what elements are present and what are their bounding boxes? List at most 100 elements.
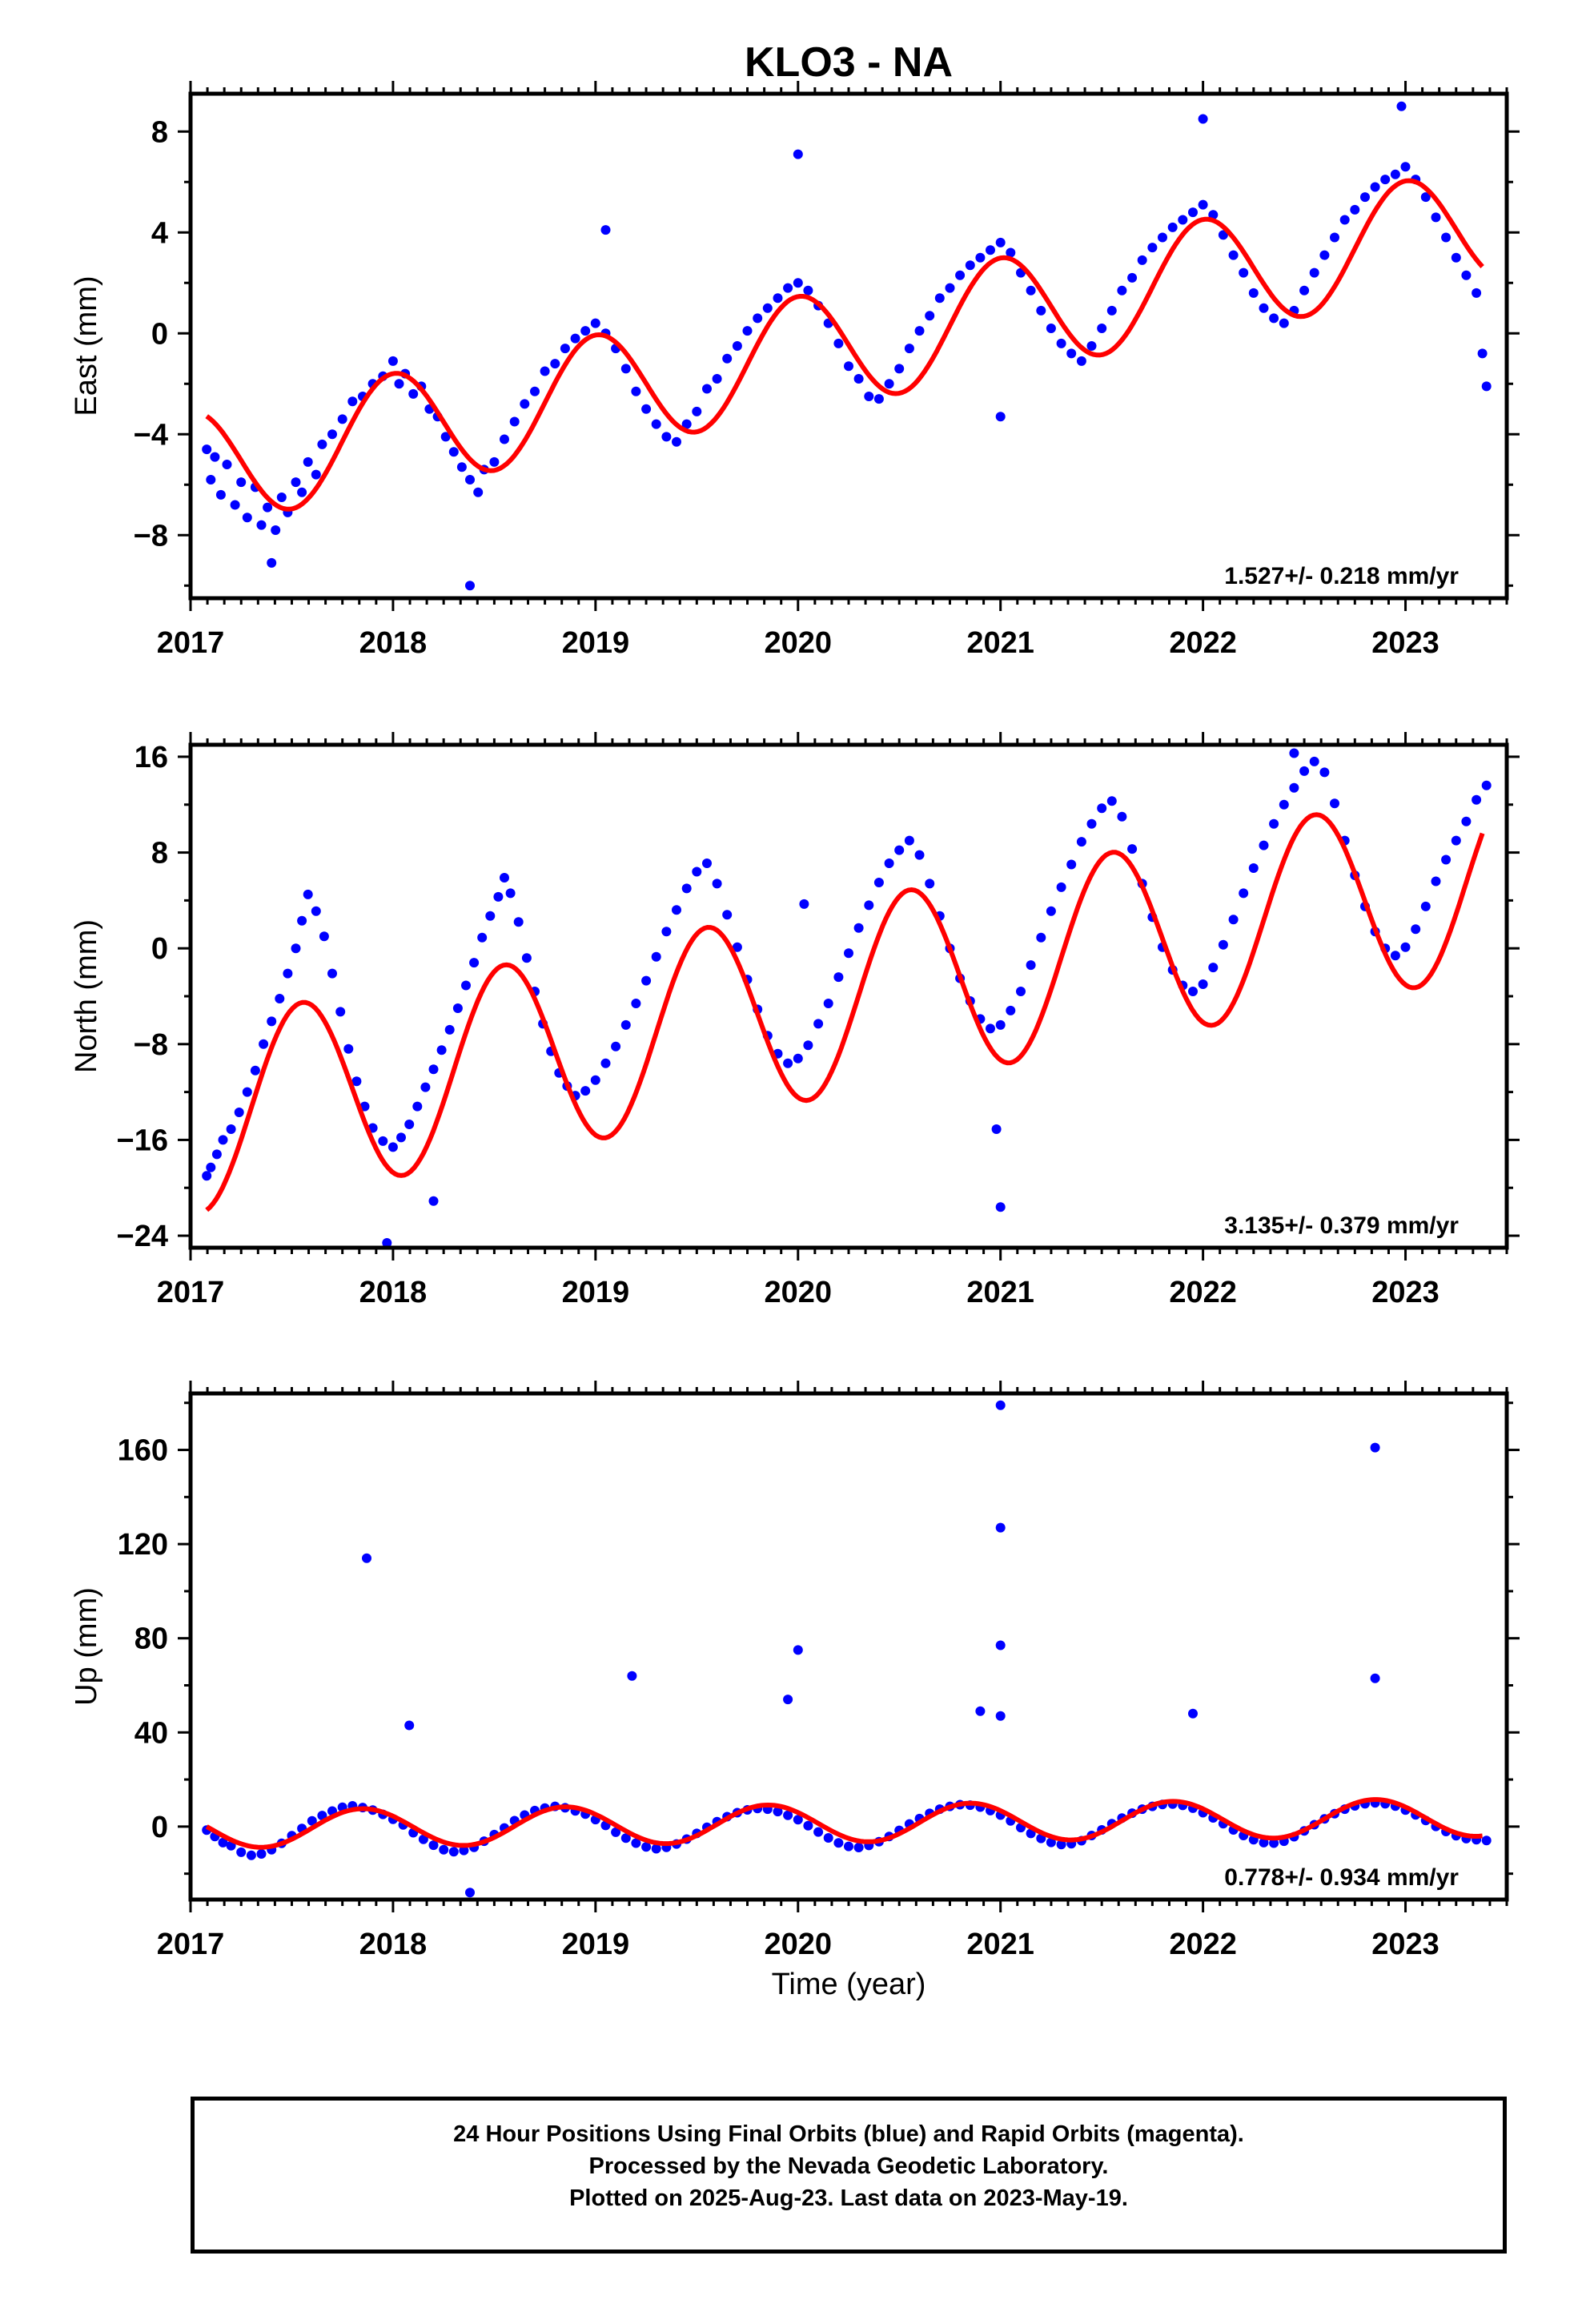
data-point (540, 366, 550, 376)
data-point (337, 414, 347, 424)
data-point (550, 359, 560, 369)
data-point (1097, 324, 1107, 333)
data-point (448, 447, 459, 457)
data-point (428, 1196, 439, 1206)
data-point (681, 883, 692, 894)
data-point (469, 958, 480, 968)
data-point (267, 557, 277, 568)
figure-title: KLO3 - NA (745, 39, 953, 86)
data-point (1441, 854, 1452, 865)
data-point (477, 932, 488, 943)
x-tick-label: 2020 (764, 626, 832, 660)
data-point (803, 1040, 813, 1051)
data-point (1158, 232, 1167, 243)
data-point (1106, 305, 1117, 316)
x-tick-label: 2019 (562, 626, 630, 660)
data-point (641, 975, 652, 986)
data-point (230, 500, 240, 510)
data-point (291, 943, 301, 954)
y-tick-label: 0 (151, 1811, 168, 1844)
data-point (1248, 287, 1259, 298)
data-point (226, 1124, 236, 1134)
data-point (803, 1820, 813, 1831)
data-point (1198, 199, 1208, 210)
data-point (1127, 844, 1138, 854)
data-point (914, 850, 925, 860)
data-point (307, 1815, 317, 1826)
data-point (1390, 951, 1400, 961)
data-point (1117, 285, 1127, 296)
x-tick-label: 2019 (562, 1928, 630, 1961)
data-point (206, 475, 216, 485)
data-point (1431, 212, 1441, 223)
x-tick-label: 2017 (157, 626, 225, 660)
data-point (465, 581, 475, 591)
data-point (661, 927, 672, 937)
data-point (1451, 252, 1461, 263)
data-point (267, 1016, 277, 1027)
data-point (218, 1135, 228, 1145)
data-point (722, 353, 733, 364)
data-point (793, 1645, 803, 1655)
footer-line-3: Plotted on 2025-Aug-23. Last data on 202… (569, 2185, 1128, 2211)
data-point (1279, 318, 1289, 328)
data-point (246, 1850, 256, 1860)
data-point (1269, 818, 1279, 829)
panel-0: 2017 2018 2019 2020 2021 2022 2023 −8 −4 0 4 8 East … (70, 81, 1520, 660)
x-tick-label: 2018 (359, 1276, 428, 1309)
data-point (864, 392, 874, 401)
data-point (833, 338, 844, 348)
data-point (620, 1833, 631, 1844)
data-point (844, 1841, 853, 1852)
data-point (600, 1058, 611, 1068)
y-tick-label: 120 (118, 1528, 168, 1562)
data-point (319, 931, 329, 942)
data-point (783, 1810, 793, 1820)
data-point (1319, 767, 1330, 778)
data-point (1289, 782, 1299, 793)
data-point (995, 1711, 1006, 1721)
data-point (864, 900, 874, 911)
data-point (1198, 979, 1208, 989)
data-point (440, 432, 451, 442)
data-point (1046, 906, 1056, 916)
data-point (975, 1706, 986, 1716)
data-point (762, 303, 773, 313)
data-point (222, 460, 232, 469)
data-point (833, 972, 844, 983)
data-points (202, 1400, 1492, 1898)
x-tick-label: 2023 (1371, 1276, 1439, 1309)
x-tick-label: 2018 (359, 1928, 428, 1961)
fit-curve (205, 812, 1485, 1212)
data-point (692, 406, 702, 416)
plot-frame (188, 742, 1509, 1250)
data-point (1046, 1837, 1056, 1848)
data-point (1461, 270, 1472, 280)
data-point (884, 379, 894, 389)
y-axis-label: East (mm) (70, 275, 103, 416)
data-point (1370, 1673, 1380, 1683)
data-point (793, 1053, 803, 1063)
data-point (995, 1522, 1006, 1533)
data-point (283, 968, 293, 979)
y-tick-label: −16 (117, 1124, 168, 1157)
data-point (1390, 169, 1400, 179)
data-point (202, 444, 212, 455)
data-point (1188, 1708, 1198, 1719)
data-point (904, 344, 914, 354)
data-point (418, 1834, 428, 1844)
x-tick-label: 2022 (1169, 626, 1237, 660)
data-points (202, 748, 1492, 1248)
data-point (327, 429, 337, 440)
data-point (461, 980, 471, 991)
data-point (317, 1811, 327, 1821)
data-point (620, 364, 631, 374)
data-point (444, 1024, 455, 1035)
data-point (1188, 987, 1198, 996)
x-tick-label: 2023 (1371, 1928, 1439, 1961)
data-point (904, 835, 914, 846)
data-point (925, 311, 935, 321)
y-axis-label: Up (mm) (70, 1587, 103, 1706)
data-point (500, 434, 509, 444)
data-point (732, 341, 742, 351)
